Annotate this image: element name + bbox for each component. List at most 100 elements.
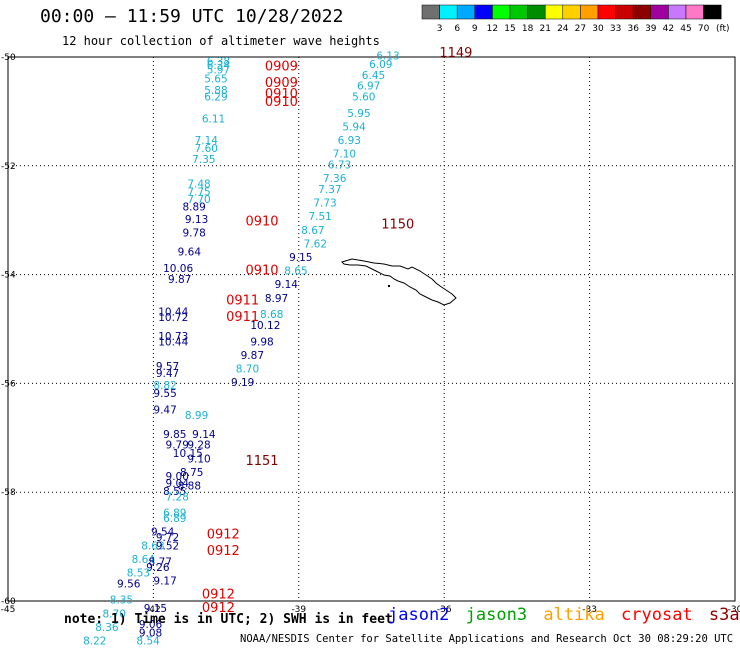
wave-height-label: 9.98 bbox=[250, 336, 273, 348]
wave-height-label: 10.44 bbox=[158, 336, 188, 348]
lon-tick-label: -45 bbox=[1, 605, 16, 615]
colorbar-label: 39 bbox=[645, 24, 657, 34]
south-georgia-coastline bbox=[341, 258, 457, 306]
wave-height-label: 10.15 bbox=[173, 448, 203, 460]
wave-height-label: 8.99 bbox=[185, 410, 208, 422]
colorbar-swatch bbox=[685, 4, 704, 20]
wave-height-label: 8.55 bbox=[163, 486, 186, 498]
lat-tick-label: -60 bbox=[1, 597, 16, 607]
wave-height-label: 8.35 bbox=[110, 595, 133, 607]
wave-height-label: 8.68 bbox=[260, 309, 283, 321]
wave-height-label: 9.79 bbox=[166, 440, 189, 452]
wave-height-label: 9.00 bbox=[166, 471, 189, 483]
lat-tick-label: -50 bbox=[1, 53, 16, 63]
lat-tick-label: -54 bbox=[1, 271, 16, 281]
pass-time-label: 0912 bbox=[207, 527, 240, 542]
wave-height-label: 7.28 bbox=[166, 491, 189, 503]
wave-height-label: 8.63 bbox=[141, 540, 164, 552]
wave-height-label: 9.10 bbox=[187, 453, 210, 465]
colorbar-label: 9 bbox=[472, 24, 478, 34]
pass-time-label: 0910 bbox=[245, 215, 278, 230]
colorbar-swatch bbox=[597, 4, 616, 20]
wave-height-label: 6.11 bbox=[202, 113, 225, 125]
colorbar-label: 12 bbox=[487, 24, 498, 34]
colorbar-swatch bbox=[474, 4, 493, 20]
footnote: note: 1) Time is in UTC; 2) SWH is in fe… bbox=[64, 612, 393, 627]
pass-time-label: 0912 bbox=[202, 601, 235, 616]
wave-height-label: 5.65 bbox=[204, 74, 227, 86]
colorbar-swatch bbox=[439, 4, 458, 20]
pass-time-label: 0910 bbox=[265, 95, 298, 110]
colorbar: 3 6 9 12 15 18 21 24 27 30 33 36 39 42 45 70 (ft) bbox=[421, 4, 730, 34]
wave-height-label: 9.87 bbox=[168, 274, 191, 286]
wave-height-label: 7.70 bbox=[187, 194, 210, 206]
colorbar-label: 33 bbox=[610, 24, 621, 34]
pass-time-label: 0909 bbox=[265, 76, 298, 91]
wave-height-label: 6.38 bbox=[207, 56, 230, 68]
wave-height-label: 7.10 bbox=[333, 149, 356, 161]
map-frame bbox=[7, 56, 736, 602]
wave-height-label: 7.35 bbox=[192, 154, 215, 166]
wave-height-label: 8.70 bbox=[236, 364, 259, 376]
wave-height-label: 7.36 bbox=[323, 173, 347, 185]
lat-tick-label: -56 bbox=[1, 379, 16, 389]
wave-height-label: 8.77 bbox=[149, 557, 172, 569]
colorbar-swatch bbox=[421, 4, 440, 20]
colorbar-swatch bbox=[632, 4, 652, 20]
legend-jason3: jason3 bbox=[465, 605, 528, 625]
wave-height-label: 5.94 bbox=[342, 121, 366, 133]
wave-height-label: 7.14 bbox=[195, 135, 219, 147]
wave-height-label: 10.06 bbox=[163, 263, 193, 275]
wave-height-label: 6.34 bbox=[207, 60, 231, 72]
wave-height-label: 10.44 bbox=[158, 306, 188, 318]
wave-height-label: 8.65 bbox=[284, 266, 307, 278]
wave-height-label: 6.89 bbox=[163, 508, 186, 520]
wave-height-label: 8.67 bbox=[301, 225, 324, 237]
colorbar-swatch bbox=[492, 4, 511, 20]
wave-height-label: 9.47 bbox=[153, 404, 176, 416]
colorbar-label: 30 bbox=[592, 24, 604, 34]
wave-height-label: 9.14 bbox=[192, 429, 216, 441]
wave-height-label: 9.15 bbox=[144, 603, 167, 615]
legend-jason2: jason2 bbox=[388, 605, 450, 625]
wave-height-label: 8.82 bbox=[153, 380, 176, 392]
wave-height-label: 8.64 bbox=[132, 554, 156, 566]
colorbar-swatch bbox=[703, 4, 722, 20]
colorbar-swatch bbox=[650, 4, 669, 20]
wave-height-label: 8.89 bbox=[182, 201, 205, 213]
wave-height-label: 5.95 bbox=[347, 108, 370, 120]
wave-height-label: 9.06 bbox=[139, 619, 163, 631]
pass-time-label: 0912 bbox=[207, 544, 240, 559]
wave-height-label: 9.55 bbox=[153, 388, 176, 400]
wave-height-label: 8.53 bbox=[127, 568, 150, 580]
wave-height-label: 8.54 bbox=[136, 636, 160, 648]
wave-height-label: 5.88 bbox=[204, 85, 227, 97]
lon-tick-label: -36 bbox=[437, 605, 452, 615]
wave-height-label: 9.14 bbox=[275, 279, 299, 291]
wave-height-label: 9.78 bbox=[182, 228, 205, 240]
wave-height-label: 8.88 bbox=[178, 480, 201, 492]
wave-height-label: 9.57 bbox=[156, 361, 179, 373]
wave-height-label: 6.45 bbox=[362, 70, 385, 82]
wave-height-label: 7.51 bbox=[308, 211, 331, 223]
wave-height-label: 9.87 bbox=[241, 350, 264, 362]
pass-time-label: 0910 bbox=[265, 87, 298, 102]
colorbar-label: 27 bbox=[575, 24, 586, 34]
map-title: 00:00 — 11:59 UTC 10/28/2022 bbox=[40, 6, 344, 27]
satellite-legend: jason2 jason3 altika cryosat s3a bbox=[388, 605, 740, 625]
wave-height-label: 6.29 bbox=[204, 92, 227, 104]
wave-height-label: 8.75 bbox=[180, 467, 203, 479]
wave-height-label: 9.85 bbox=[163, 429, 186, 441]
wave-height-label: 5.60 bbox=[352, 92, 375, 104]
colorbar-label: 3 bbox=[437, 24, 443, 34]
wave-height-label: 8.97 bbox=[265, 293, 288, 305]
map-subtitle: 12 hour collection of altimeter wave hei… bbox=[62, 34, 380, 48]
colorbar-swatch bbox=[562, 4, 581, 20]
wave-height-labels: 6.386.345.975.655.886.29 6.11 7.147.607.35… bbox=[76, 51, 400, 650]
colorbar-label: 24 bbox=[557, 24, 569, 34]
wave-height-label: 6.97 bbox=[357, 81, 380, 93]
lat-tick-label: -58 bbox=[1, 488, 16, 498]
pass-time-label: 0909 bbox=[265, 60, 298, 75]
map-grid: -45 -42 -39 -36 -33 -30 -50 -52 -54 -56 -58 -60 bbox=[1, 53, 740, 615]
colorbar-swatch bbox=[456, 4, 476, 20]
